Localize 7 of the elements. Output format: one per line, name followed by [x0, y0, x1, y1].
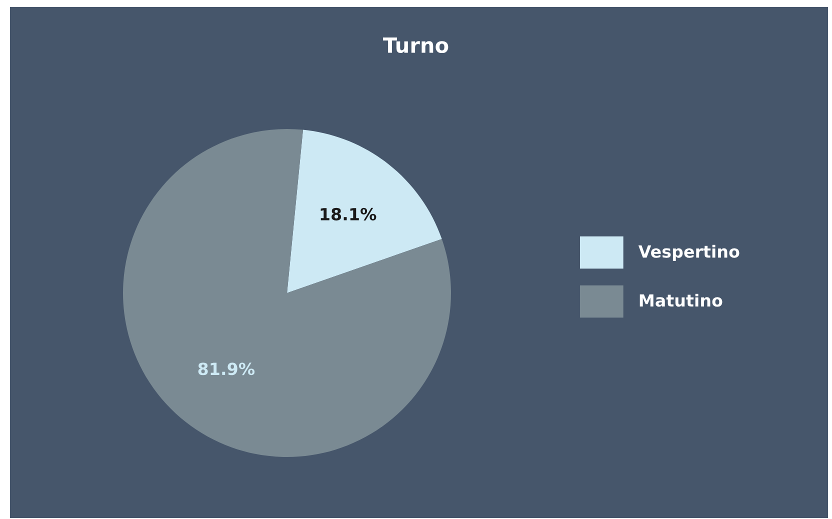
pie-slice [287, 130, 442, 293]
legend-label: Matutino [640, 294, 722, 307]
data-label: 81.9% [198, 362, 255, 376]
data-label: 18.1% [320, 208, 376, 220]
chart-title: Turno [383, 38, 448, 54]
legend-label: Vespertino [638, 244, 740, 262]
pie-slice [123, 129, 451, 457]
